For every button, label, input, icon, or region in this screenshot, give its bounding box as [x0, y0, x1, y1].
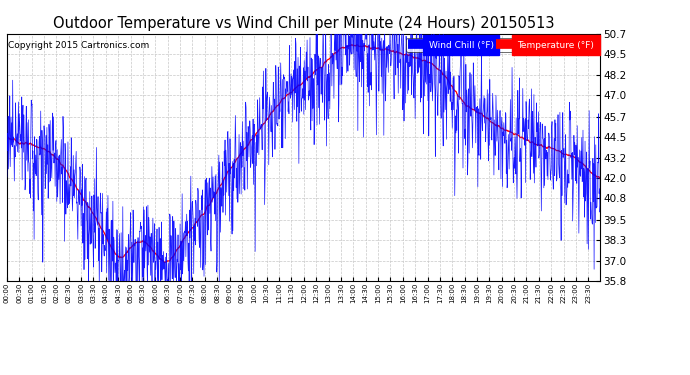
Legend: Wind Chill (°F), Temperature (°F): Wind Chill (°F), Temperature (°F)	[406, 38, 595, 51]
Title: Outdoor Temperature vs Wind Chill per Minute (24 Hours) 20150513: Outdoor Temperature vs Wind Chill per Mi…	[53, 16, 554, 31]
Text: Copyright 2015 Cartronics.com: Copyright 2015 Cartronics.com	[8, 41, 149, 50]
